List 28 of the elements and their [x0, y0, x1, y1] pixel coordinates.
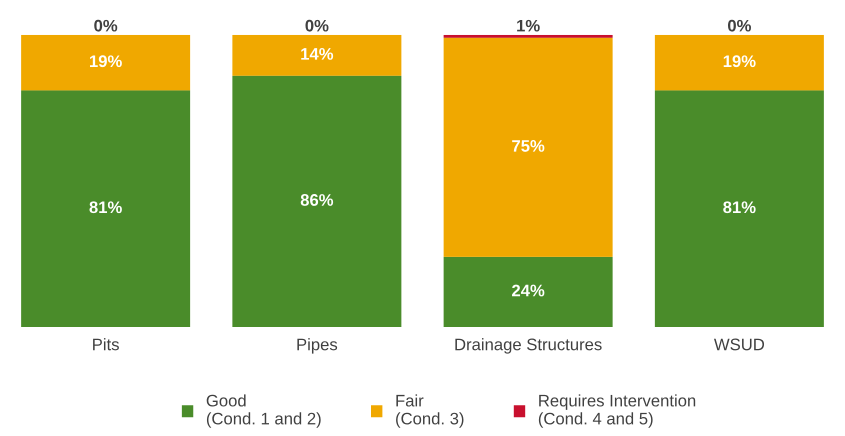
legend-label: Requires Intervention (Cond. 4 and 5)	[538, 394, 696, 428]
bar	[444, 38, 613, 257]
bar	[21, 34, 190, 90]
data-label: 0%	[728, 20, 751, 32]
x-tick-label: Drainage Structures	[455, 338, 602, 354]
x-tick-label: WSUD	[714, 338, 764, 350]
data-label: 0%	[94, 20, 118, 32]
data-label: 81%	[723, 201, 756, 214]
bar	[444, 256, 613, 327]
data-label: 0%	[305, 20, 328, 32]
data-label: 75%	[512, 140, 544, 152]
bar	[232, 76, 402, 327]
data-label: 1%	[517, 20, 540, 32]
data-label: 19%	[724, 55, 756, 68]
data-label: 86%	[300, 194, 334, 206]
bar	[21, 90, 190, 327]
bar	[232, 34, 402, 76]
legend-label: Good (Cond. 1 and 2)	[206, 394, 321, 428]
legend-label: Fair (Cond. 3)	[396, 394, 464, 428]
data-label: 14%	[301, 48, 334, 60]
data-label: 81%	[89, 201, 122, 214]
data-label: 19%	[90, 55, 122, 68]
bar	[444, 34, 613, 38]
bar	[654, 90, 824, 327]
data-label: 24%	[512, 284, 544, 296]
x-tick-label: Pits	[93, 338, 119, 350]
x-tick-label: Pipes	[297, 338, 338, 354]
bar	[654, 34, 824, 90]
